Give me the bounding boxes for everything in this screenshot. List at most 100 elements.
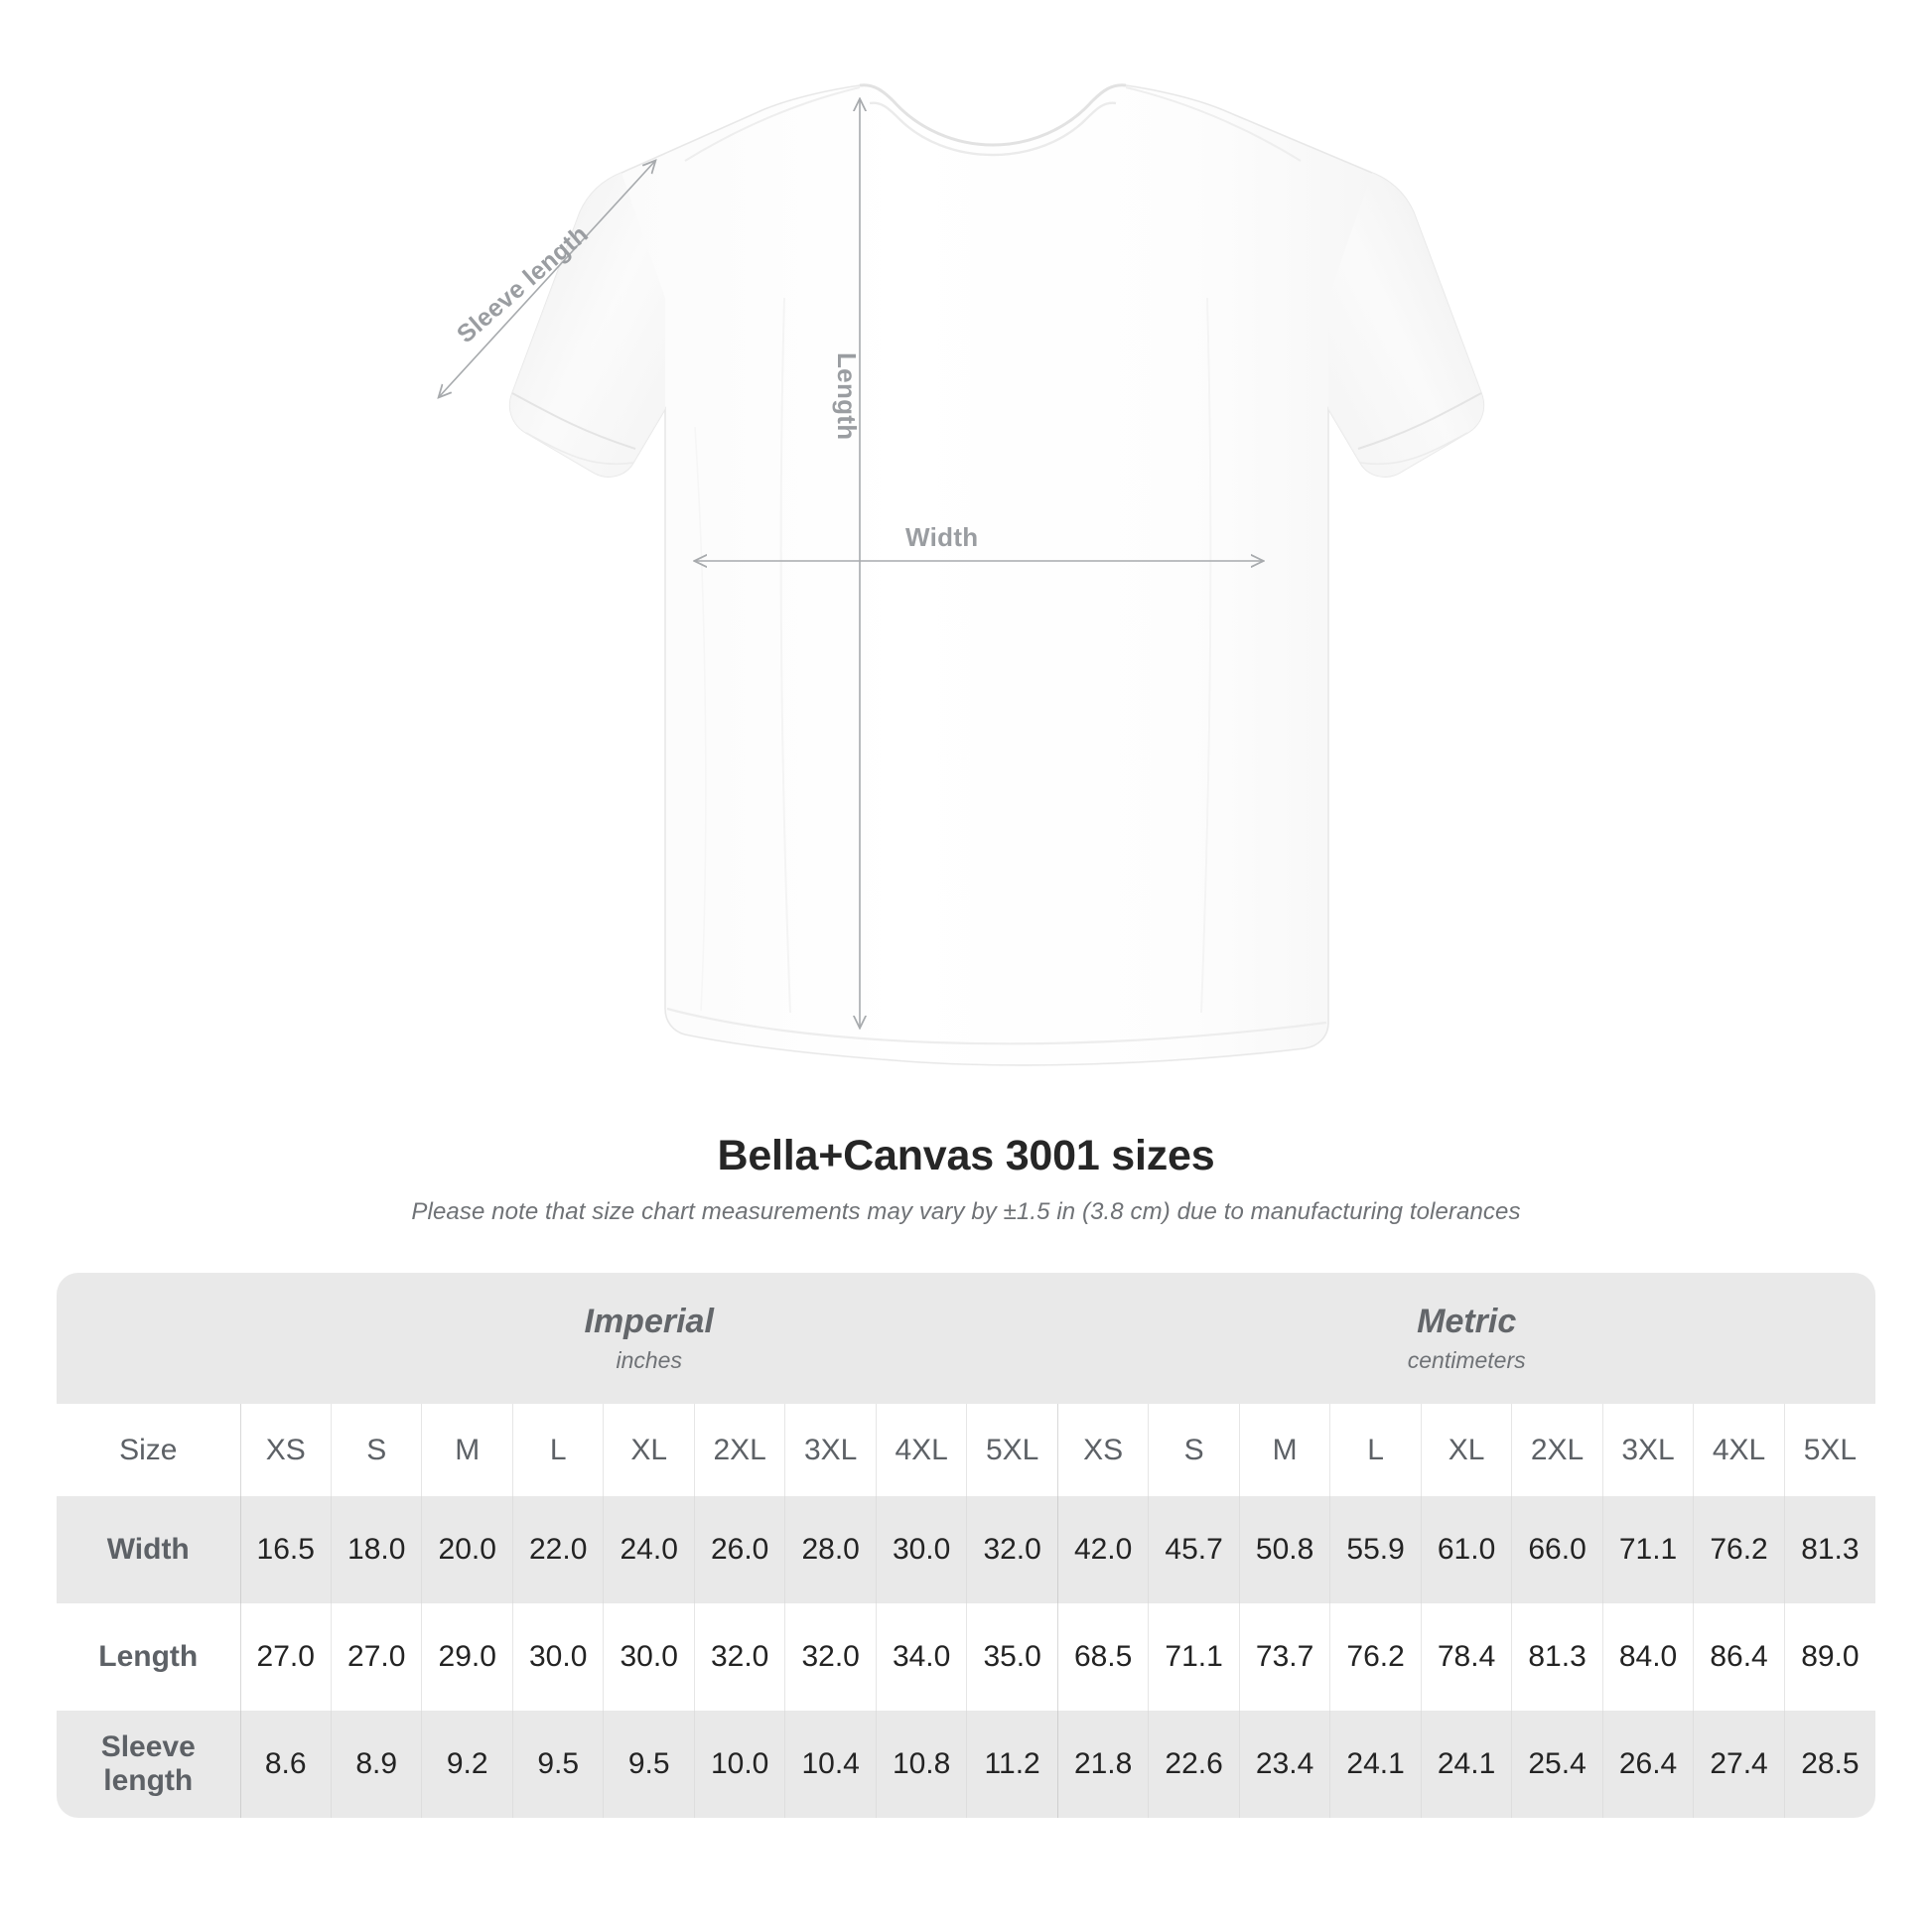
measurement-cell: 11.2 (966, 1711, 1058, 1818)
size-column-header: 5XL (966, 1404, 1058, 1496)
measurement-cell: 22.6 (1148, 1711, 1240, 1818)
measurement-cell: 10.0 (693, 1711, 785, 1818)
measurement-cell: 18.0 (330, 1496, 422, 1603)
measurement-cell: 55.9 (1329, 1496, 1422, 1603)
measurement-cell: 50.8 (1238, 1496, 1330, 1603)
measurement-row-label: Length (57, 1603, 240, 1711)
measurement-cell: 73.7 (1238, 1603, 1330, 1711)
size-column-header: 4XL (875, 1404, 967, 1496)
unit-group-name: Metric (1417, 1302, 1517, 1340)
measurement-cell: 10.4 (784, 1711, 877, 1818)
measurement-cell: 20.0 (421, 1496, 513, 1603)
size-column-header: XS (1056, 1404, 1149, 1496)
unit-group-header: Metric centimeters (1057, 1273, 1875, 1404)
measurement-cell: 71.1 (1148, 1603, 1240, 1711)
measurement-cell: 21.8 (1056, 1711, 1149, 1818)
unit-header-spacer (57, 1273, 240, 1404)
measurement-cell: 24.1 (1420, 1711, 1512, 1818)
size-column-header: XS (239, 1404, 332, 1496)
tshirt-illustration (0, 83, 1485, 1066)
measurement-cell: 24.1 (1329, 1711, 1422, 1818)
size-column-header: 2XL (693, 1404, 785, 1496)
unit-group-subtitle: inches (616, 1347, 682, 1374)
measurement-cell: 30.0 (875, 1496, 967, 1603)
table-row: Sleeve length 8.6 8.9 9.2 9.5 9.5 10.0 10.4 10.8… (57, 1711, 1875, 1818)
size-column-header: M (421, 1404, 513, 1496)
measurement-cell: 61.0 (1420, 1496, 1512, 1603)
measurement-cell: 23.4 (1238, 1711, 1330, 1818)
measurement-cell: 89.0 (1783, 1603, 1875, 1711)
size-column-header: L (511, 1404, 604, 1496)
length-dimension-label: Length (832, 352, 862, 441)
measurement-row-label: Sleeve length (57, 1711, 240, 1818)
measurement-cell: 81.3 (1511, 1603, 1603, 1711)
measurement-cell: 29.0 (421, 1603, 513, 1711)
measurement-cell: 34.0 (875, 1603, 967, 1711)
measurement-cell: 71.1 (1601, 1496, 1694, 1603)
unit-group-name: Imperial (584, 1302, 714, 1340)
measurement-cell: 32.0 (966, 1496, 1058, 1603)
measurement-cell: 10.8 (875, 1711, 967, 1818)
measurement-cell: 30.0 (511, 1603, 604, 1711)
measurement-cell: 16.5 (239, 1496, 332, 1603)
size-column-header: 3XL (784, 1404, 877, 1496)
measurement-cell: 78.4 (1420, 1603, 1512, 1711)
size-column-header: 2XL (1511, 1404, 1603, 1496)
shirt-body-shape (508, 83, 1485, 1066)
size-column-header: 5XL (1783, 1404, 1875, 1496)
size-column-header: M (1238, 1404, 1330, 1496)
size-column-header: S (1148, 1404, 1240, 1496)
heading-block: Bella+Canvas 3001 sizes Please note that… (0, 1132, 1932, 1226)
size-table: Imperial inches Metric centimeters Size XS S M L… (57, 1273, 1875, 1818)
table-row: Width 16.5 18.0 20.0 22.0 24.0 26.0 28.0 30.0 32.… (57, 1496, 1875, 1603)
width-dimension-label: Width (905, 522, 979, 552)
measurement-cell: 8.6 (239, 1711, 332, 1818)
size-column-header: 3XL (1601, 1404, 1694, 1496)
measurement-cell: 27.0 (330, 1603, 422, 1711)
dimension-lines (439, 99, 1263, 1028)
measurement-cell: 32.0 (784, 1603, 877, 1711)
measurement-cell: 8.9 (330, 1711, 422, 1818)
size-column-header: XL (603, 1404, 695, 1496)
table-unit-header-row: Imperial inches Metric centimeters (57, 1273, 1875, 1404)
measurement-cell: 25.4 (1511, 1711, 1603, 1818)
measurement-cell: 9.5 (603, 1711, 695, 1818)
measurement-cell: 28.0 (784, 1496, 877, 1603)
measurement-cell: 30.0 (603, 1603, 695, 1711)
measurement-cell: 9.5 (511, 1711, 604, 1818)
measurement-cell: 22.0 (511, 1496, 604, 1603)
table-row: Length 27.0 27.0 29.0 30.0 30.0 32.0 32.0 34.0 35… (57, 1603, 1875, 1711)
page-title: Bella+Canvas 3001 sizes (717, 1132, 1215, 1179)
size-column-header: L (1329, 1404, 1422, 1496)
measurement-cell: 68.5 (1056, 1603, 1149, 1711)
size-header-label: Size (57, 1404, 240, 1496)
measurement-cell: 26.4 (1601, 1711, 1694, 1818)
size-column-header: S (330, 1404, 422, 1496)
measurement-cell: 45.7 (1148, 1496, 1240, 1603)
measurement-cell: 27.4 (1693, 1711, 1785, 1818)
measurement-cell: 76.2 (1329, 1603, 1422, 1711)
measurement-cell: 27.0 (239, 1603, 332, 1711)
measurement-cell: 28.5 (1783, 1711, 1875, 1818)
measurement-cell: 32.0 (693, 1603, 785, 1711)
sleeve-length-dimension-line (439, 161, 655, 397)
measurement-cell: 9.2 (421, 1711, 513, 1818)
unit-group-subtitle: centimeters (1407, 1347, 1526, 1374)
size-table-container: Imperial inches Metric centimeters Size XS S M L… (57, 1273, 1875, 1818)
measurement-cell: 24.0 (603, 1496, 695, 1603)
measurement-cell: 66.0 (1511, 1496, 1603, 1603)
size-column-header: XL (1420, 1404, 1512, 1496)
measurement-cell: 35.0 (966, 1603, 1058, 1711)
measurement-cell: 86.4 (1693, 1603, 1785, 1711)
unit-group-header: Imperial inches (240, 1273, 1058, 1404)
page-subtitle: Please note that size chart measurements… (411, 1198, 1521, 1226)
measurement-cell: 81.3 (1783, 1496, 1875, 1603)
measurement-cell: 26.0 (693, 1496, 785, 1603)
size-column-header: 4XL (1693, 1404, 1785, 1496)
garment-diagram: Width Length Sleeve length (0, 83, 1485, 1066)
measurement-cell: 84.0 (1601, 1603, 1694, 1711)
measurement-cell: 76.2 (1693, 1496, 1785, 1603)
measurement-cell: 42.0 (1056, 1496, 1149, 1603)
table-size-header-row: Size XS S M L XL 2XL 3XL 4XL 5XL XS S M L XL 2XL 3XL 4XL 5… (57, 1404, 1875, 1496)
